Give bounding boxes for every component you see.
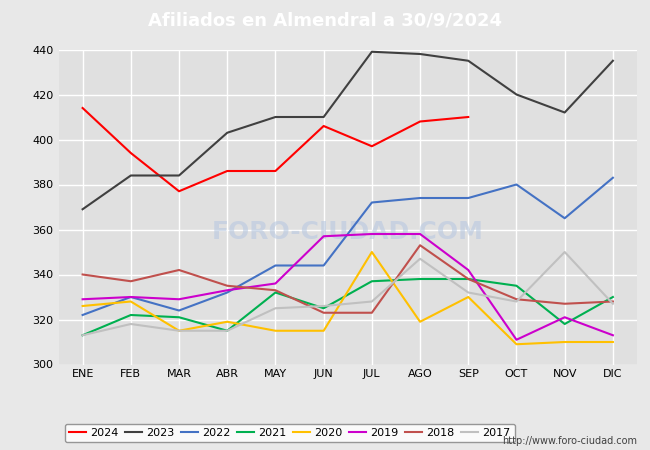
Legend: 2024, 2023, 2022, 2021, 2020, 2019, 2018, 2017: 2024, 2023, 2022, 2021, 2020, 2019, 2018… <box>64 423 515 442</box>
Text: FORO-CIUDAD.COM: FORO-CIUDAD.COM <box>212 220 484 244</box>
Text: Afiliados en Almendral a 30/9/2024: Afiliados en Almendral a 30/9/2024 <box>148 11 502 29</box>
Text: http://www.foro-ciudad.com: http://www.foro-ciudad.com <box>502 436 637 446</box>
